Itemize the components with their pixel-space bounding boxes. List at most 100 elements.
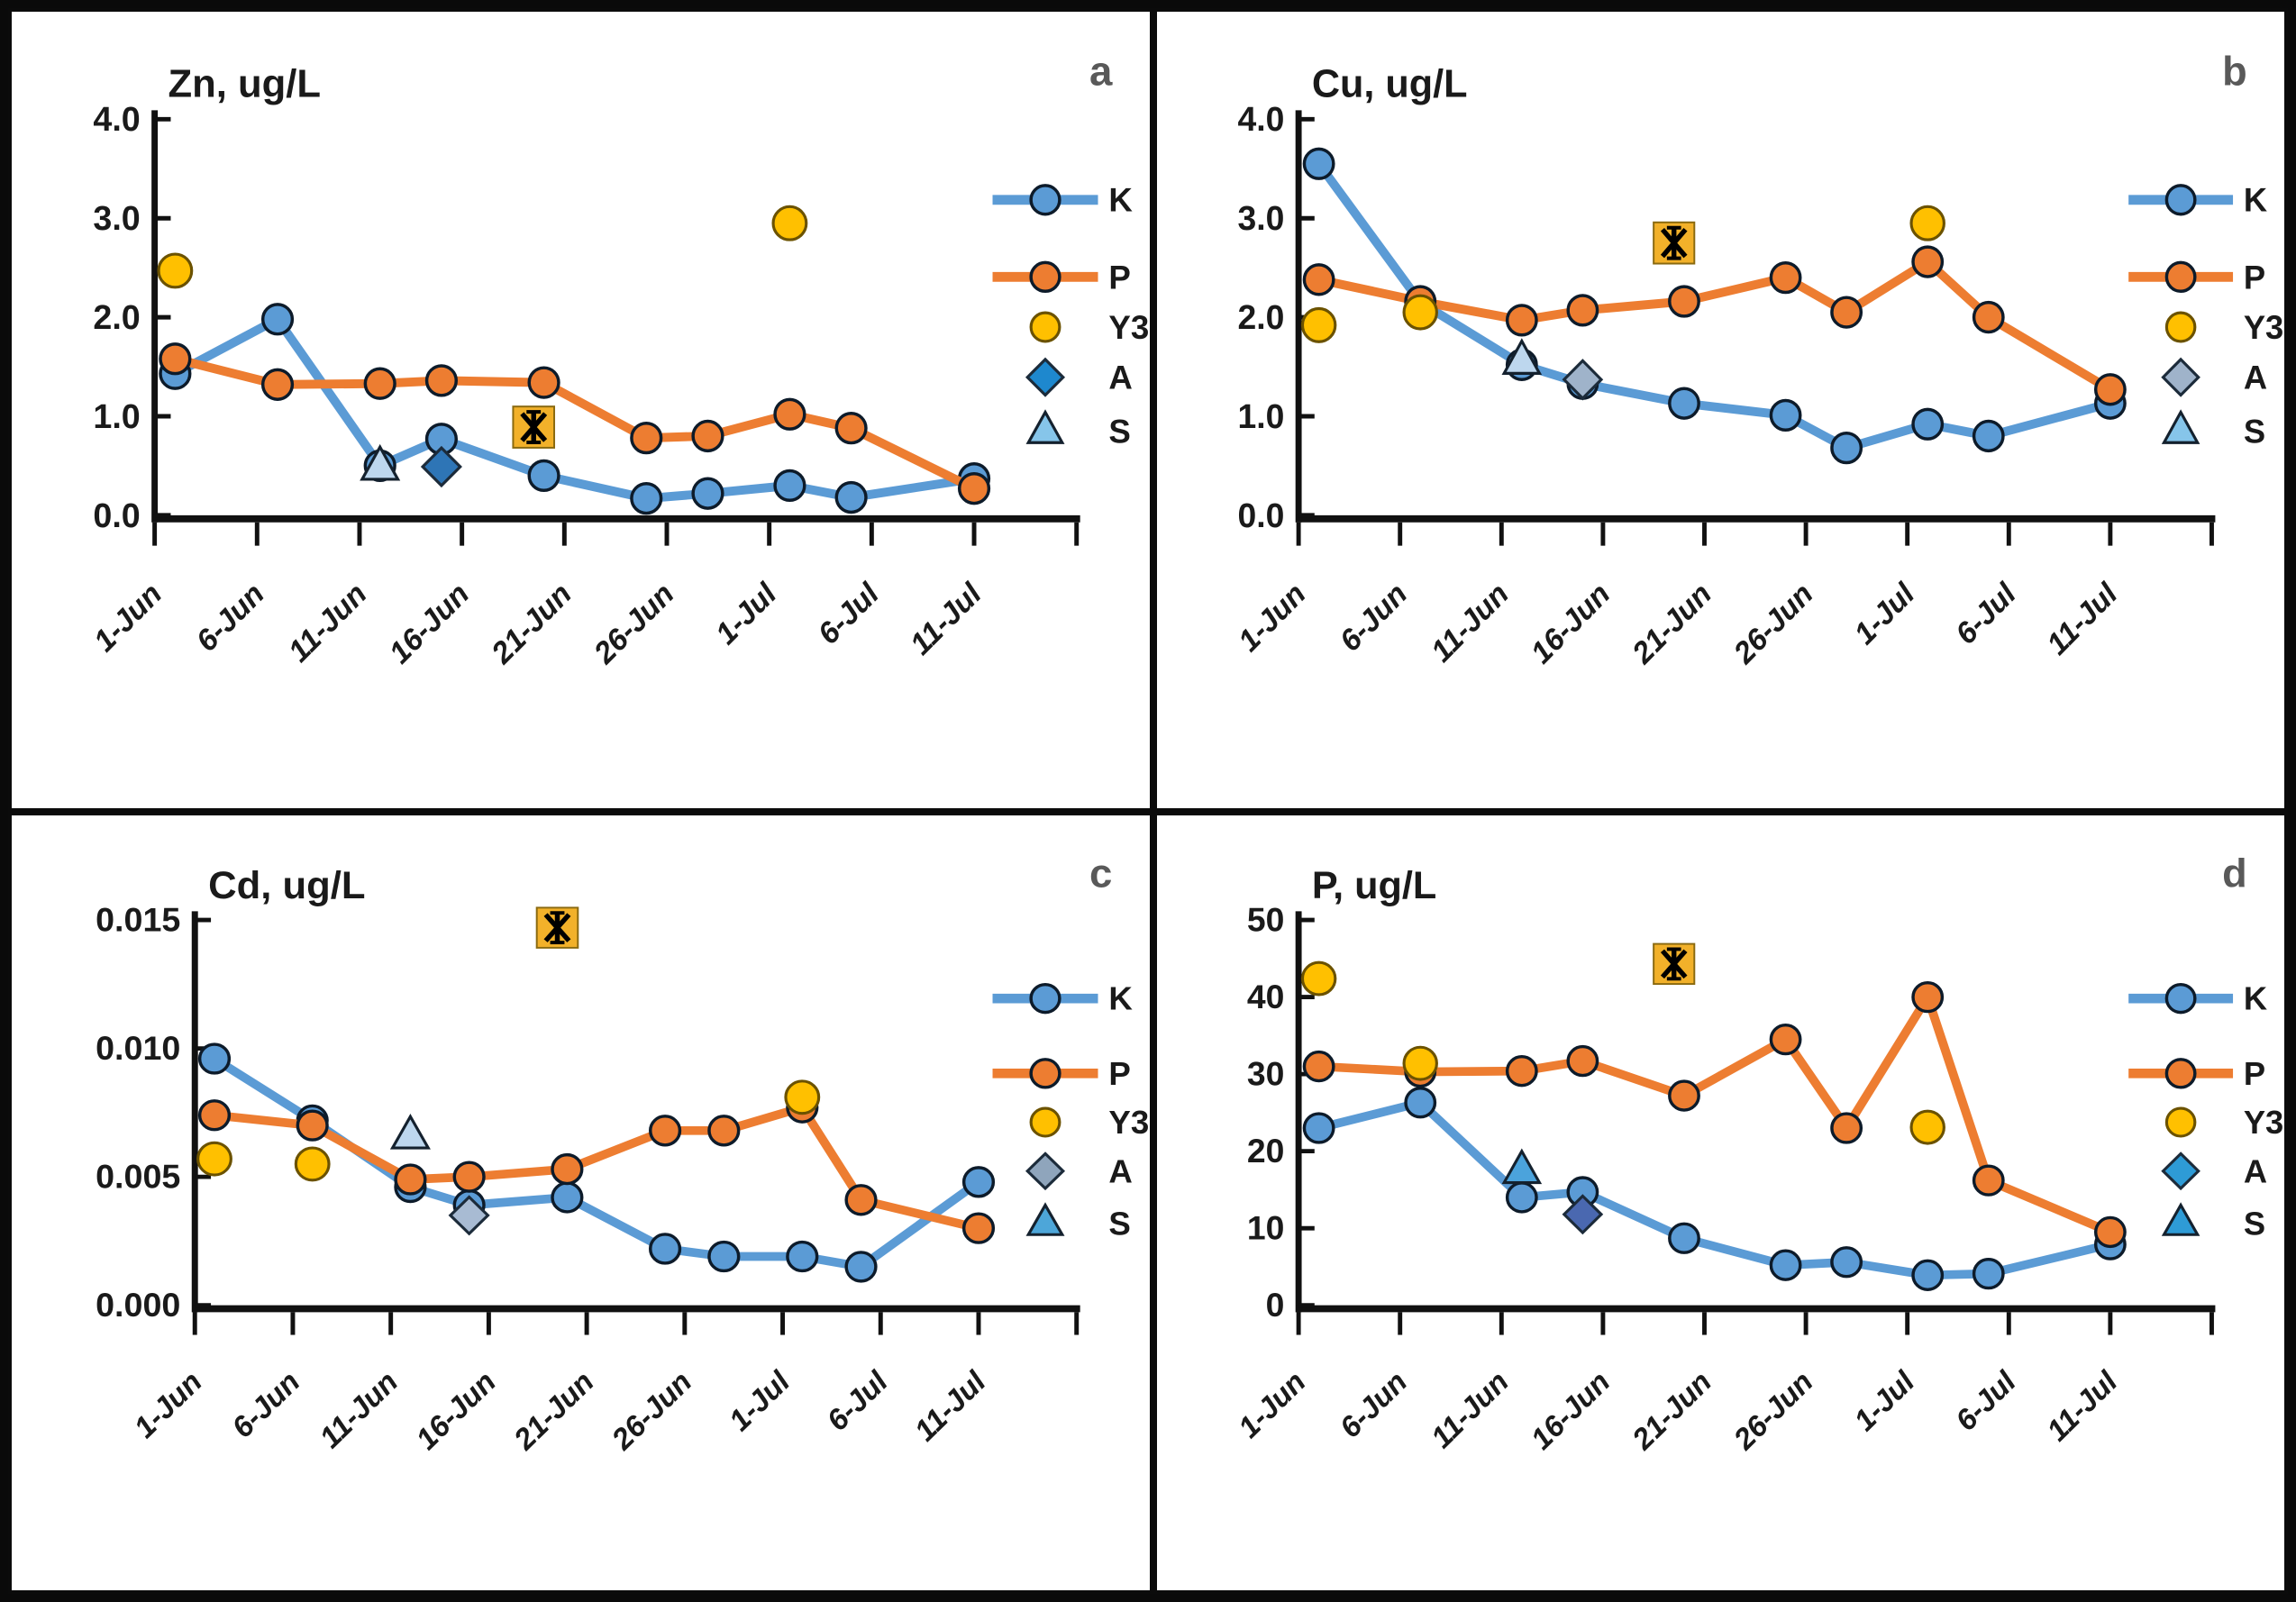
data-point-triangle — [2161, 1202, 2200, 1236]
x-tick-label: 6-Jun — [1334, 1365, 1414, 1444]
legend-label: Y3 — [1108, 1105, 1149, 1141]
series-Y3 — [1300, 960, 1945, 1145]
x-tick-label: 11-Jun — [314, 1365, 405, 1454]
x-tick-label: 16-Jun — [1525, 578, 1617, 670]
series-line-K — [170, 314, 979, 504]
x-tick-label: 11-Jul — [908, 1365, 993, 1448]
legend-marker-circle — [2164, 982, 2197, 1015]
y-tick-label: 4.0 — [93, 100, 140, 138]
series-A — [448, 1195, 490, 1236]
data-point-circle — [1402, 1045, 1438, 1081]
data-point-circle — [1972, 1257, 2005, 1290]
x-tick-label: 1-Jun — [1232, 1365, 1312, 1444]
series-A — [1562, 1194, 1604, 1235]
series-star — [535, 906, 579, 949]
legend-item-P: P — [992, 259, 1131, 296]
y-tick-label: 0.015 — [96, 901, 180, 938]
legend-item-P: P — [992, 1055, 1131, 1092]
series-star — [512, 405, 556, 449]
x-tick-label: 21-Jun — [507, 1365, 601, 1456]
series-S — [1501, 1148, 1543, 1185]
series-line-K — [1314, 159, 2115, 453]
data-point-circle — [1911, 1259, 1945, 1291]
data-point-circle — [1566, 1044, 1599, 1078]
series-star — [1653, 942, 1696, 986]
x-tick-label: 1-Jun — [1233, 578, 1313, 659]
data-point-triangle — [389, 1114, 431, 1150]
data-point-circle — [630, 421, 663, 455]
data-point-triangle — [1025, 409, 1065, 444]
x-tick-label: 6-Jul — [1950, 577, 2024, 651]
legend-item-P: P — [2128, 1055, 2265, 1092]
data-point-circle — [961, 1166, 996, 1198]
legend-marker-circle — [1029, 311, 1061, 343]
data-point-circle — [424, 364, 459, 397]
legend-item-K: K — [2128, 182, 2268, 219]
y-tick-label: 3.0 — [1238, 199, 1285, 237]
data-point-diamond — [1025, 357, 1066, 397]
x-tick-label: 6-Jul — [821, 1365, 896, 1438]
legend-label: Y3 — [1108, 309, 1149, 346]
legend: K P Y3 AS — [2128, 980, 2283, 1242]
series-line-P — [1314, 257, 2115, 395]
legend-label: A — [2244, 359, 2267, 396]
data-point-circle — [1830, 431, 1863, 465]
legend-item-Y3: Y3 — [2164, 1104, 2283, 1141]
legend-label: P — [2244, 259, 2265, 296]
x-tick-label: 11-Jul — [2041, 1365, 2125, 1448]
data-point-diamond — [420, 445, 462, 488]
data-point-circle — [2093, 1215, 2127, 1249]
chart-svg-a: Zn, ug/L a 0.0 1.0 2.0 3.0 4.0 1-Jun 6-Jun 11-Jun… — [87, 48, 1149, 670]
x-tick-label: 21-Jun — [1626, 578, 1718, 671]
series-P — [159, 342, 991, 505]
panel-title: Cd, ug/L — [208, 864, 365, 906]
data-point-circle — [784, 1079, 821, 1115]
legend-item-S: S — [1025, 1202, 1131, 1242]
data-point-circle — [1668, 285, 1700, 318]
panel-letter: a — [1089, 48, 1113, 94]
data-point-circle — [961, 1212, 996, 1244]
series-Y3 — [157, 205, 808, 289]
series-line-K — [1314, 1097, 2115, 1280]
x-tick-label: 11-Jul — [2041, 577, 2125, 661]
legend: K P Y3 AS — [992, 980, 1149, 1242]
data-point-circle — [648, 1233, 682, 1265]
legend-marker-circle — [2164, 260, 2197, 293]
series-K — [1302, 1087, 2127, 1291]
legend-label: Y3 — [2244, 1104, 2283, 1141]
x-tick-label: 6-Jul — [811, 577, 886, 651]
data-point-circle — [707, 1240, 741, 1273]
data-point-circle — [1830, 296, 1863, 329]
data-point-circle — [1505, 304, 1538, 337]
x-tick-label: 6-Jun — [226, 1365, 307, 1444]
y-tick-label: 0 — [1266, 1286, 1285, 1324]
y-tick-label: 0.0 — [93, 496, 140, 534]
series-A — [1562, 359, 1604, 401]
legend-label: A — [2244, 1153, 2267, 1190]
x-tick-label: 1-Jul — [1848, 577, 1922, 651]
series-S — [1501, 338, 1543, 375]
data-point-diamond — [1562, 1194, 1604, 1235]
data-point-circle — [773, 397, 806, 431]
data-point-circle — [527, 366, 560, 399]
series-star — [1653, 221, 1696, 265]
data-point-circle — [786, 1240, 819, 1273]
asterisk-icon — [520, 412, 548, 442]
data-point-triangle — [1501, 1148, 1543, 1185]
legend-label: S — [1108, 413, 1130, 450]
axes — [151, 110, 1080, 546]
series-S — [389, 1114, 431, 1150]
panel-a-zn-chart: Zn, ug/L a 0.0 1.0 2.0 3.0 4.0 1-Jun 6-Jun 11-Jun… — [8, 8, 1153, 812]
x-tick-label: 11-Jun — [1425, 1365, 1516, 1454]
series-line-P — [170, 354, 979, 494]
x-tick-label: 6-Jul — [1949, 1365, 2023, 1438]
legend-label: S — [2244, 1206, 2265, 1242]
data-point-circle — [834, 480, 868, 514]
legend-item-A: A — [1025, 1151, 1133, 1191]
data-point-circle — [1404, 1087, 1437, 1119]
data-point-circle — [1830, 1246, 1863, 1279]
legend-marker-circle — [2164, 184, 2197, 216]
data-point-circle — [1769, 1023, 1802, 1056]
y-tick-label: 1.0 — [1238, 397, 1285, 435]
data-point-circle — [551, 1152, 584, 1186]
